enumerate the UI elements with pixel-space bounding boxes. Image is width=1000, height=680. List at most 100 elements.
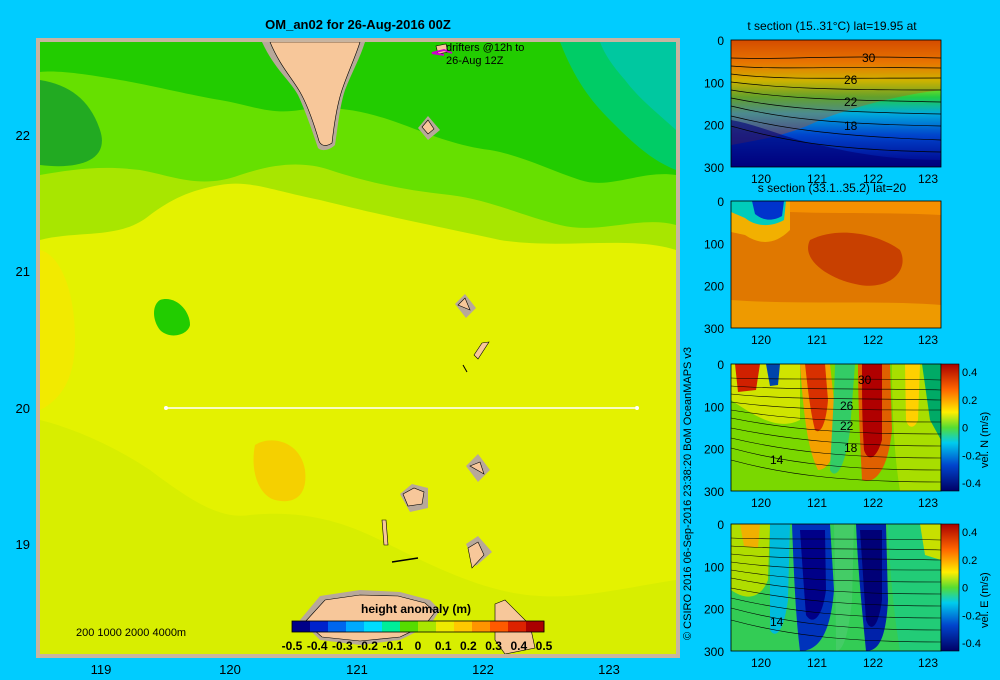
credit-text: © CSIRO 2016 06-Sep-2016 23:38:20 BoM Oc… xyxy=(682,347,694,640)
panel-temperature: t section (15..31°C) lat=19.95 at 30 26 … xyxy=(730,19,942,168)
map-xtick: 122 xyxy=(472,662,494,677)
panel-vel-e-orange-west xyxy=(740,524,760,548)
panel-contour-label: 18 xyxy=(844,441,858,455)
panel-salinity-max xyxy=(808,232,903,286)
panel-vel-n-yellow-east xyxy=(905,364,920,427)
panel-ytick: 200 xyxy=(704,603,724,617)
panel-colorbar-tick: -0.2 xyxy=(962,610,981,622)
colorbar-tick-label: 0.4 xyxy=(510,639,527,653)
map-ytick: 20 xyxy=(16,401,30,416)
panel-ytick: 100 xyxy=(704,560,724,574)
colorbar-segment xyxy=(454,621,473,632)
panel-xtick: 122 xyxy=(863,333,883,347)
map-y-axis: 22 21 20 19 xyxy=(16,128,30,552)
drifter-note-line2: 26-Aug 12Z xyxy=(446,55,504,67)
land-islet-2 xyxy=(457,297,471,311)
panel-contours xyxy=(730,377,942,483)
panel-deep-layer xyxy=(731,300,941,328)
field-patch-small-green xyxy=(154,299,190,336)
colorbar-segment xyxy=(490,621,509,632)
colorbar-tick-label: -0.4 xyxy=(307,639,328,653)
colorbar-gradient xyxy=(292,621,545,632)
panel-colorbar-label: vel. E (m/s) xyxy=(979,572,991,628)
drifter-note-line1: drifters @12h to xyxy=(446,42,524,54)
panel-colorbar-tick: 0 xyxy=(962,583,968,595)
panel-xtick: 120 xyxy=(751,333,771,347)
panel-title: s section (33.1..35.2) lat=20 xyxy=(758,181,907,195)
panel-contour-label: 14 xyxy=(770,453,784,467)
colorbar-segment xyxy=(436,621,455,632)
panel-salinity: s section (33.1..35.2) lat=20 xyxy=(730,181,942,329)
panel-cold-layer xyxy=(731,120,941,167)
land-islet-6 xyxy=(402,487,425,507)
panel-contour-label: 26 xyxy=(844,73,858,87)
land-islet-4 xyxy=(462,364,468,373)
panel-vel-n-green-east xyxy=(922,364,941,440)
panel-colorbar-tick: 0 xyxy=(962,423,968,435)
panel-vel-e-deep-blue-2 xyxy=(860,530,882,627)
panel-vel-e-yellow-west xyxy=(731,524,770,597)
land-islet-9 xyxy=(391,557,419,563)
panel-xtick: 121 xyxy=(807,496,827,510)
panel-ytick: 0 xyxy=(717,358,724,372)
colorbar-segment xyxy=(346,621,365,632)
field-band-cyan xyxy=(600,42,676,130)
map-xtick: 123 xyxy=(598,662,620,677)
colorbar-segment xyxy=(508,621,527,632)
colorbar-segment xyxy=(526,621,545,632)
panel-title: t section (15..31°C) lat=19.95 at xyxy=(747,19,917,33)
panel-xtick: 122 xyxy=(863,496,883,510)
colorbar-segment xyxy=(364,621,383,632)
field-band-south xyxy=(40,420,676,654)
map-frame: drifters @12h to 26-Aug 12Z 200 1000 200… xyxy=(36,38,680,658)
depth-legend: 200 1000 2000 4000m xyxy=(76,627,186,639)
panel-colorbar-tick: 0.2 xyxy=(962,555,977,567)
panel-vel-e-green-mid xyxy=(834,524,854,651)
panel-xtick: 123 xyxy=(918,496,938,510)
colorbar-label: height anomaly (m) xyxy=(361,602,471,616)
colorbar-segment xyxy=(472,621,491,632)
map-xtick: 119 xyxy=(91,662,112,677)
panel-colorbar-tick: -0.4 xyxy=(962,478,981,490)
panel-ytick: 100 xyxy=(704,76,724,90)
panel-colorbar-tick: -0.4 xyxy=(962,638,981,650)
height-anomaly-field xyxy=(40,42,676,654)
panel-xtick: 121 xyxy=(807,333,827,347)
height-colorbar: height anomaly (m) -0.5 -0.4 -0.3 -0.2 -0.1 0… xyxy=(282,602,553,653)
land-islet-7 xyxy=(381,519,389,546)
panel-ytick: 300 xyxy=(704,322,724,336)
map-xtick: 120 xyxy=(219,662,241,677)
panel-colorbar-tick: -0.2 xyxy=(962,450,981,462)
panel-colorbar-label: vel. N (m/s) xyxy=(979,412,991,468)
panel-ytick: 300 xyxy=(704,161,724,175)
panel-ytick: 300 xyxy=(704,485,724,499)
panel-ytick: 0 xyxy=(717,195,724,209)
panel-colorbar-tick: 0.2 xyxy=(962,395,977,407)
panel-xtick: 120 xyxy=(751,656,771,670)
colorbar-tick-label: -0.1 xyxy=(382,639,403,653)
panel-vel-n-red-west xyxy=(735,364,760,392)
colorbar-tick-label: -0.2 xyxy=(357,639,378,653)
panel-ytick: 100 xyxy=(704,400,724,414)
panel-contour-label: 30 xyxy=(862,51,876,65)
panel-xtick: 120 xyxy=(751,496,771,510)
panel-xtick: 122 xyxy=(863,172,883,186)
colorbar-segment xyxy=(310,621,329,632)
panel-vel-n-red-2 xyxy=(862,364,882,458)
colorbar-segment xyxy=(328,621,347,632)
map-ytick: 19 xyxy=(16,537,30,552)
panel-contour-label: 22 xyxy=(840,419,854,433)
panel-vel-e-cyan-1 xyxy=(770,524,790,634)
field-band-dark-green xyxy=(40,42,676,183)
panel-colorbar xyxy=(940,363,960,492)
panel-xtick: 121 xyxy=(807,656,827,670)
panel-vel-n: 30 26 22 18 14 vel. N (m/s) xyxy=(730,363,991,492)
map-x-axis: 119 120 121 122 123 xyxy=(91,662,620,677)
panel-vel-e: 14 vel. E (m/s) xyxy=(730,523,991,652)
panel-ytick: 200 xyxy=(704,119,724,133)
panel-ytick: 300 xyxy=(704,645,724,659)
land-islet-5 xyxy=(469,461,485,475)
colorbar-tick-label: 0 xyxy=(415,639,422,653)
